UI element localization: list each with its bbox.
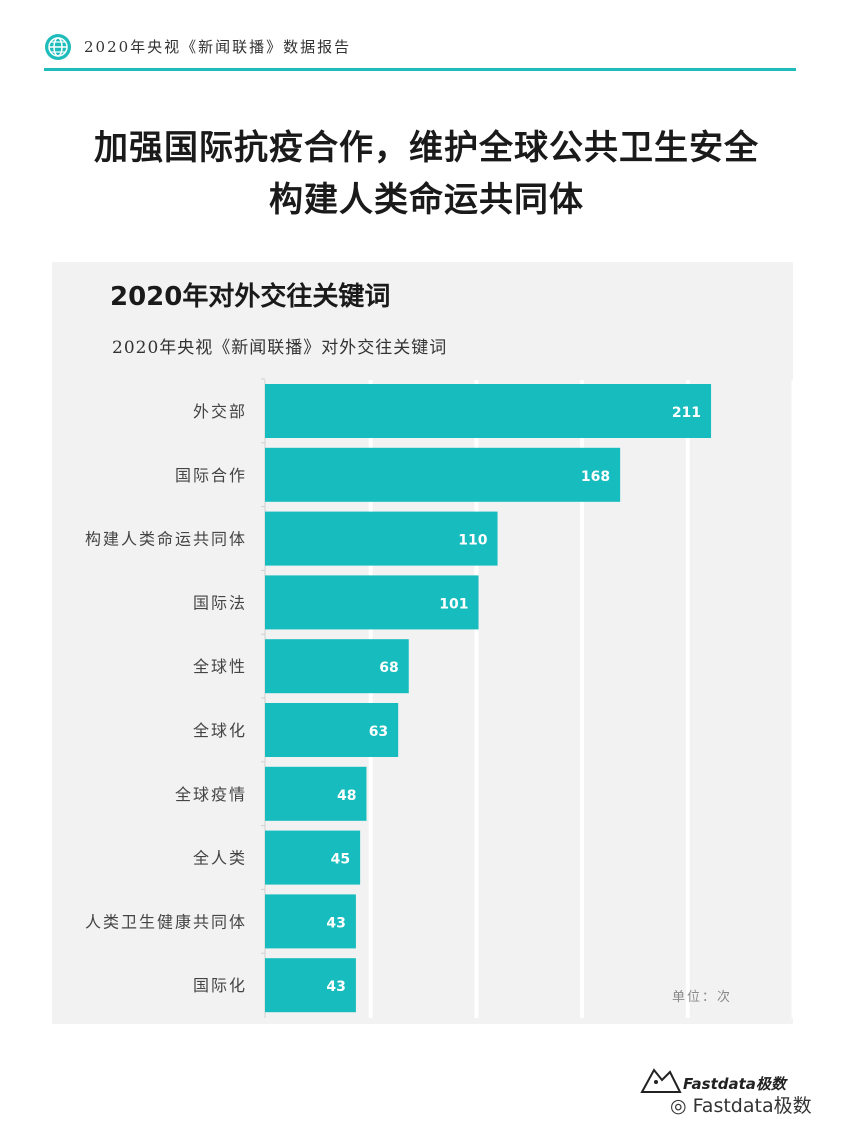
chart-subtitle: 2020年央视《新闻联播》对外交往关键词 <box>112 338 448 358</box>
data-label: 211 <box>672 405 701 421</box>
bar <box>265 511 498 566</box>
wechat-account: Fastdata极数 <box>692 1095 812 1117</box>
data-label: 43 <box>326 979 345 995</box>
category-label: 国际合作 <box>175 466 247 485</box>
data-label: 168 <box>581 469 610 485</box>
category-label: 全球化 <box>193 721 247 740</box>
bar <box>265 830 361 885</box>
category-label: 构建人类命运共同体 <box>85 530 247 549</box>
bar <box>265 639 409 694</box>
data-label: 48 <box>337 788 356 804</box>
category-label: 外交部 <box>193 402 247 421</box>
bar <box>265 766 367 821</box>
bar <box>265 447 621 502</box>
bar <box>265 384 712 438</box>
report-header: 2020年央视《新闻联播》数据报告 <box>0 0 853 72</box>
wechat-icon: ◎ <box>670 1095 693 1117</box>
globe-icon <box>45 34 71 60</box>
data-label: 110 <box>458 533 487 549</box>
data-label: 101 <box>439 596 468 612</box>
page-title-line2: 构建人类命运共同体 <box>269 180 584 220</box>
bar <box>265 894 356 949</box>
wechat-source: ◎ Fastdata极数 <box>670 1091 812 1118</box>
data-label: 45 <box>331 852 350 868</box>
category-label: 国际法 <box>193 593 247 612</box>
header-divider <box>44 68 796 71</box>
footer-logo-text: Fastdata极数 <box>683 1075 786 1093</box>
bar <box>265 575 479 630</box>
data-label: 68 <box>379 660 398 676</box>
category-label: 全球疫情 <box>175 785 247 804</box>
category-label: 人类卫生健康共同体 <box>85 912 247 931</box>
report-header-title: 2020年央视《新闻联播》数据报告 <box>84 38 352 56</box>
page-title-line1: 加强国际抗疫合作，维护全球公共卫生安全 <box>94 128 759 168</box>
category-label: 全球性 <box>193 657 247 676</box>
chart-heading: 2020年对外交往关键词 <box>110 282 391 312</box>
data-label: 63 <box>369 724 388 740</box>
bar <box>265 958 356 1013</box>
category-label: 国际化 <box>193 976 247 995</box>
category-label: 全人类 <box>193 849 247 868</box>
bar <box>265 703 399 757</box>
fastdata-logo-icon <box>640 1068 682 1093</box>
unit-label: 单位：次 <box>672 990 733 1005</box>
data-label: 43 <box>326 915 345 931</box>
